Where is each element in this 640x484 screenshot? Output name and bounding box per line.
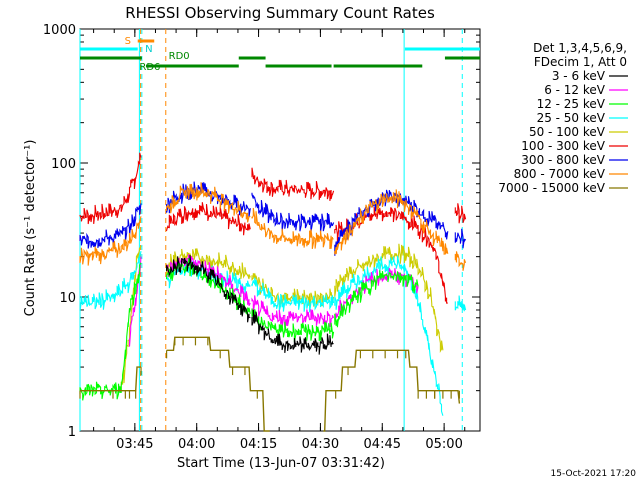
series-line <box>251 192 335 233</box>
rd0-label: RD0 <box>169 51 190 62</box>
y-tick-label: 10 <box>59 291 76 306</box>
x-tick-label: 03:45 <box>116 437 153 452</box>
series-800-7000-kev <box>79 182 467 271</box>
legend-header-line-1: Det 1,3,4,5,6,9, <box>533 41 627 55</box>
y-tick-label: 1 <box>68 425 76 440</box>
x-tick-label: 04:15 <box>240 437 277 452</box>
legend-entry-label: 12 - 25 keV <box>537 97 606 111</box>
series-7000-15000-kev <box>79 336 461 432</box>
series-line <box>334 270 419 328</box>
legend-entry-label: 100 - 300 keV <box>521 139 605 153</box>
series-line <box>454 295 467 312</box>
x-tick-label: 04:30 <box>302 437 339 452</box>
y-tick-label: 1000 <box>43 23 76 38</box>
series-line <box>251 308 335 343</box>
y-tick-label: 100 <box>51 157 76 172</box>
series-25-50-kev <box>79 250 467 416</box>
series-3-6-kev <box>166 255 334 355</box>
series-line <box>334 243 444 353</box>
legend-entry-label: 3 - 6 keV <box>552 69 606 83</box>
series-line <box>80 366 141 392</box>
series-line <box>251 207 334 250</box>
series-line <box>120 245 142 392</box>
series-line <box>334 255 444 416</box>
series-line <box>166 182 251 223</box>
series-line <box>166 248 251 280</box>
series-line <box>323 349 435 432</box>
series-line <box>454 251 467 271</box>
series-line <box>79 262 142 401</box>
x-tick-label: 04:45 <box>364 437 401 452</box>
series-line <box>334 189 449 256</box>
legend-entry-label: 6 - 12 keV <box>544 83 606 97</box>
night-label: N <box>145 44 152 55</box>
rd6-label: RD6 <box>139 62 160 73</box>
series-line <box>79 216 142 266</box>
series-line <box>434 390 461 404</box>
series-line <box>79 203 142 249</box>
x-tick-label: 04:00 <box>178 437 215 452</box>
y-axis-label: Count Rate (s⁻¹ detector⁻¹) <box>23 140 38 317</box>
legend-entry-label: 7000 - 15000 keV <box>498 181 605 195</box>
legend-entry-label: 25 - 50 keV <box>537 111 606 125</box>
series-line <box>79 250 142 312</box>
legend-entry-label: 800 - 7000 keV <box>514 167 606 181</box>
x-axis-label: Start Time (13-Jun-07 03:31:42) <box>177 456 385 471</box>
legend-entry-label: 300 - 800 keV <box>521 153 605 167</box>
series-line <box>166 336 270 432</box>
series-line <box>251 167 335 201</box>
chart-title: RHESSI Observing Summary Count Rates <box>125 4 435 22</box>
series-line <box>251 309 334 355</box>
footer-date: 15-Oct-2021 17:20 <box>551 469 637 479</box>
saa-label: S <box>125 36 131 47</box>
series-line <box>251 277 335 313</box>
series-line <box>454 203 467 224</box>
series-line <box>166 255 251 323</box>
x-tick-label: 05:00 <box>425 437 462 452</box>
series-line <box>166 202 251 236</box>
legend-header-line-2: FDecim 1, Att 0 <box>534 55 627 69</box>
series-line <box>454 228 467 249</box>
plot-frame <box>79 28 481 432</box>
series-line <box>334 189 449 255</box>
legend: Det 1,3,4,5,6,9, FDecim 1, Att 0 3 - 6 k… <box>498 41 628 195</box>
series-line <box>79 152 142 225</box>
plot-area: 1 10 100 1000 03:45 04:00 04:15 04:30 04:45 05:00… <box>43 23 481 452</box>
legend-entry-label: 50 - 100 keV <box>529 125 606 139</box>
series-line <box>251 295 335 328</box>
